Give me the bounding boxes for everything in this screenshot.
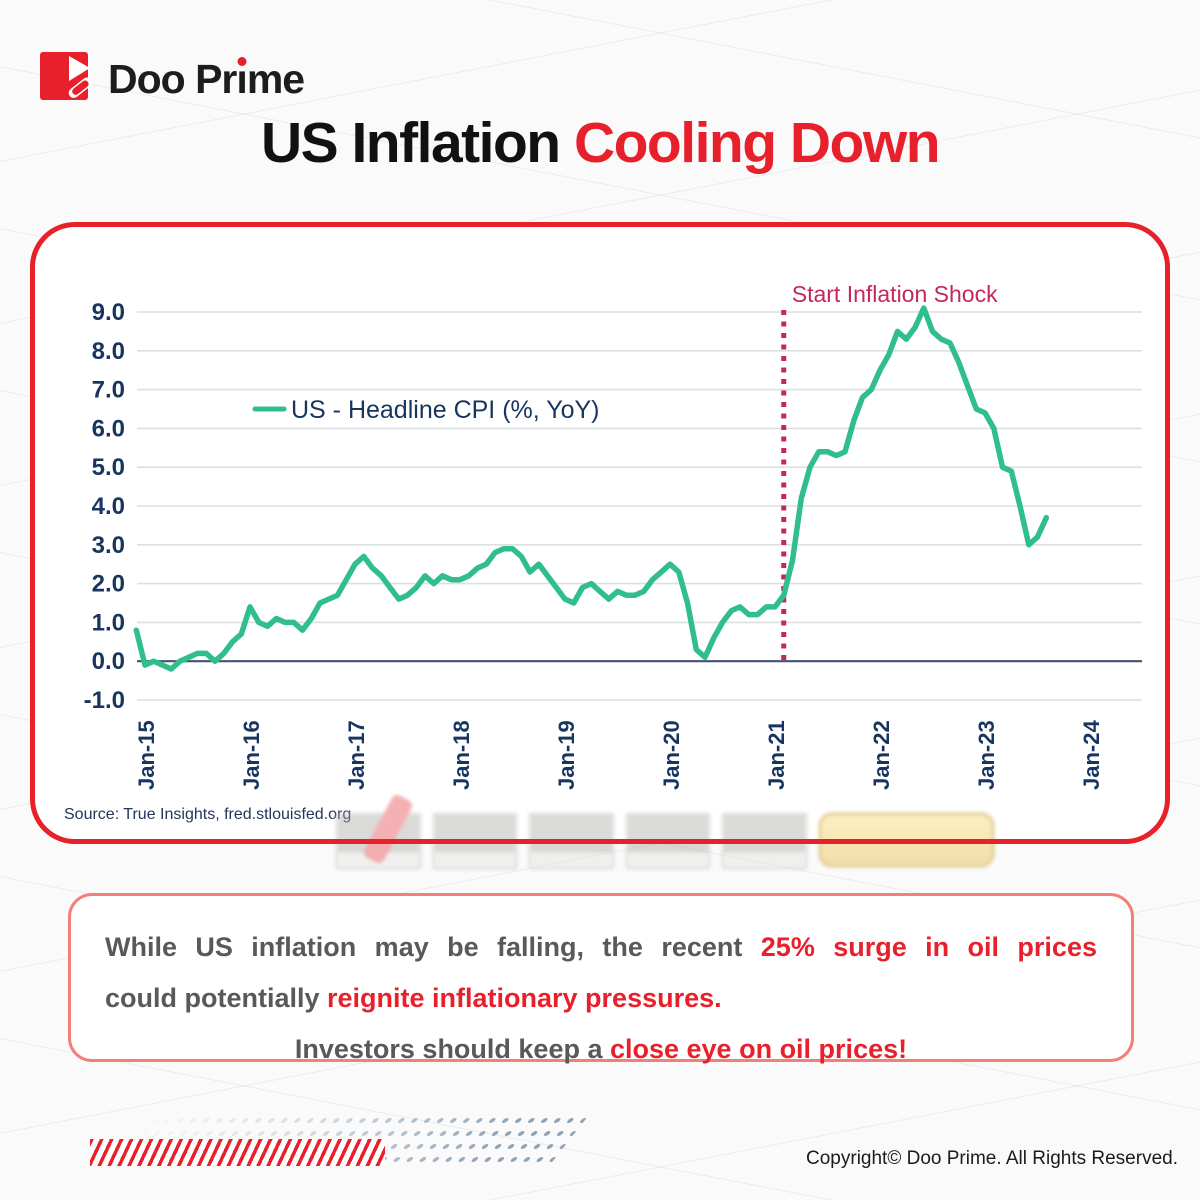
svg-text:3.0: 3.0 — [92, 532, 125, 559]
svg-text:2.0: 2.0 — [92, 571, 125, 598]
svg-text:9.0: 9.0 — [92, 299, 125, 326]
svg-text:Jan-15: Jan-15 — [134, 720, 159, 790]
svg-text:Jan-20: Jan-20 — [659, 720, 684, 790]
chart-card: 9.0 8.0 7.0 6.0 5.0 4.0 3.0 2.0 1.0 0.0 -1.0 Jan-15… — [30, 222, 1170, 870]
money-stacks-decoration — [335, 792, 995, 882]
copyright-text: Copyright© Doo Prime. All Rights Reserve… — [806, 1148, 1178, 1169]
commentary-line-3: Investors should keep a close eye on oil… — [294, 1033, 908, 1064]
money-stack-image — [624, 812, 712, 870]
doo-prime-logo-icon — [40, 52, 93, 100]
svg-text:Jan-19: Jan-19 — [554, 720, 579, 790]
doo-prime-logo: Doo Pr ı me — [40, 52, 305, 106]
svg-text:Jan-22: Jan-22 — [869, 720, 894, 790]
striped-bar-decoration — [90, 1139, 385, 1166]
commentary-box: While US inflation may be falling, the r… — [68, 893, 1134, 1064]
commentary-line-1: While US inflation may be falling, the r… — [105, 932, 1097, 962]
title-black: US Inflation — [260, 111, 574, 175]
svg-text:Jan-23: Jan-23 — [974, 720, 999, 790]
svg-text:Jan-24: Jan-24 — [1079, 720, 1104, 790]
money-stack-image — [431, 812, 519, 870]
warning-sign-image — [817, 812, 995, 868]
svg-text:5.0: 5.0 — [92, 454, 125, 481]
chart-source: Source: True Insights, fred.stlouisfed.o… — [64, 806, 352, 823]
svg-text:0.0: 0.0 — [92, 648, 125, 675]
svg-text:1.0: 1.0 — [92, 609, 125, 636]
page-title: US Inflation Cooling Down — [0, 110, 1200, 176]
doo-prime-wordmark: Doo Pr ı me — [108, 55, 305, 102]
cpi-line-chart: 9.0 8.0 7.0 6.0 5.0 4.0 3.0 2.0 1.0 0.0 -1.0 Jan-15… — [84, 281, 1142, 790]
svg-text:6.0: 6.0 — [92, 415, 125, 442]
svg-text:Jan-16: Jan-16 — [239, 720, 264, 790]
svg-text:Start Inflation Shock: Start Inflation Shock — [792, 281, 998, 307]
svg-text:8.0: 8.0 — [92, 338, 125, 365]
svg-text:Jan-21: Jan-21 — [764, 720, 789, 790]
money-stack-image — [528, 812, 615, 870]
money-stack-image — [721, 812, 808, 870]
svg-text:7.0: 7.0 — [92, 377, 125, 404]
title-red: Cooling Down — [573, 111, 941, 175]
commentary-line-2: could potentially reignite inflationary … — [105, 982, 722, 1013]
svg-text:Jan-18: Jan-18 — [449, 720, 474, 790]
svg-text:Jan-17: Jan-17 — [344, 720, 369, 790]
svg-text:US - Headline CPI (%, YoY): US - Headline CPI (%, YoY) — [291, 396, 599, 424]
svg-text:-1.0: -1.0 — [84, 687, 125, 714]
svg-text:4.0: 4.0 — [92, 493, 125, 520]
